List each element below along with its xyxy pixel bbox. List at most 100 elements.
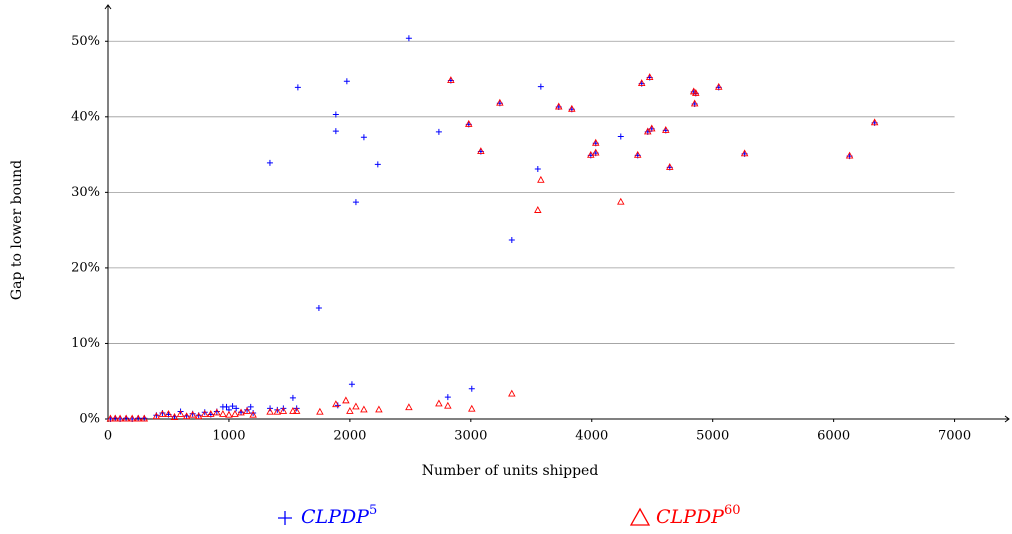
point: [229, 403, 236, 410]
point: [405, 403, 413, 411]
point: [870, 118, 879, 126]
point: [266, 407, 274, 415]
point: [444, 401, 452, 409]
point: [266, 159, 273, 166]
point: [343, 78, 350, 85]
point: [508, 236, 515, 243]
point: [332, 111, 339, 118]
point: [645, 73, 654, 80]
point: [233, 405, 240, 412]
point: [332, 128, 339, 135]
point: [247, 403, 254, 410]
point: [292, 407, 301, 414]
point: [537, 175, 545, 183]
point: [249, 410, 257, 418]
x-axis-arrow: [1004, 415, 1010, 423]
point: [279, 407, 288, 414]
point: [375, 405, 383, 413]
point: [637, 79, 646, 87]
point: [633, 150, 642, 158]
point: [360, 134, 367, 141]
point: [352, 402, 360, 410]
point: [534, 206, 542, 213]
point: [346, 407, 354, 414]
point: [225, 410, 233, 418]
point: [243, 407, 251, 414]
point: [237, 408, 245, 416]
y-tick-label: 40%: [71, 109, 100, 124]
y-tick-label: 0%: [79, 412, 100, 427]
point: [617, 197, 625, 205]
point: [740, 149, 749, 157]
point: [554, 102, 563, 110]
point: [176, 410, 185, 417]
point: [200, 410, 209, 417]
point: [294, 84, 301, 91]
point: [447, 76, 455, 83]
point: [508, 389, 516, 397]
legend-marker: [629, 507, 651, 526]
y-tick-label: 10%: [71, 336, 100, 351]
legend-label: CLPDP60: [656, 503, 741, 529]
point: [188, 410, 197, 418]
legend-name: CLPDP: [301, 506, 370, 528]
point: [342, 396, 350, 404]
point: [468, 385, 475, 392]
point: [289, 407, 297, 414]
point: [194, 412, 203, 420]
y-tick-label: 50%: [71, 34, 100, 49]
point: [692, 88, 700, 96]
point: [152, 412, 161, 420]
point: [219, 410, 227, 417]
point: [591, 138, 600, 146]
point: [332, 400, 340, 408]
point: [666, 162, 674, 170]
x-tick-label: 0: [104, 429, 112, 444]
point: [231, 410, 239, 417]
point: [496, 98, 504, 106]
legend-name: CLPDP: [656, 506, 725, 528]
point: [106, 414, 115, 422]
point: [158, 410, 167, 417]
point: [647, 124, 656, 132]
point: [223, 403, 230, 410]
point: [591, 148, 600, 156]
point: [444, 394, 451, 401]
point: [465, 119, 473, 127]
point: [568, 104, 576, 112]
legend-marker: [278, 511, 292, 525]
point: [714, 82, 723, 90]
point: [348, 381, 355, 388]
point: [273, 407, 282, 415]
point: [360, 405, 368, 413]
point: [315, 304, 322, 311]
point: [170, 413, 179, 420]
point: [111, 414, 120, 422]
point: [435, 399, 443, 407]
x-tick-label: 2000: [333, 429, 366, 444]
y-tick-label: 20%: [71, 260, 100, 275]
point: [116, 414, 124, 422]
point: [477, 147, 485, 155]
y-axis-label: Gap to lower bound: [9, 160, 25, 300]
point: [617, 133, 624, 140]
point: [435, 128, 442, 135]
point: [468, 404, 476, 412]
x-axis-label: Number of units shipped: [422, 463, 599, 479]
x-tick-label: 3000: [454, 429, 487, 444]
point: [316, 407, 324, 415]
point: [662, 125, 670, 133]
x-tick-label: 6000: [817, 429, 850, 444]
x-tick-label: 7000: [938, 429, 971, 444]
point: [690, 99, 699, 107]
point: [534, 165, 541, 172]
x-tick-label: 1000: [212, 429, 245, 444]
point: [845, 151, 854, 159]
point: [128, 414, 136, 422]
legend-sup: 5: [369, 503, 377, 518]
y-axis-arrow: [104, 4, 112, 10]
point: [374, 161, 381, 168]
point: [122, 414, 130, 422]
point: [164, 410, 173, 417]
